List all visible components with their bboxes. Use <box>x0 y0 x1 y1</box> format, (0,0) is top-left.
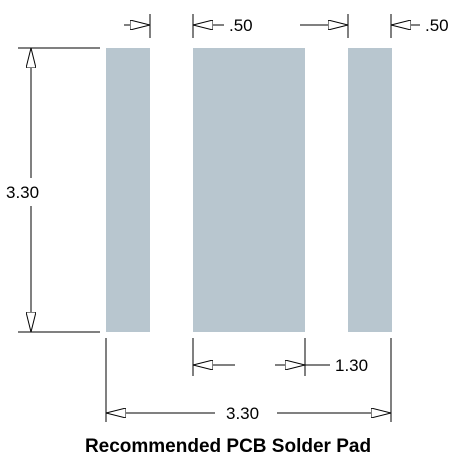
dim-label-center-pad: 1.30 <box>335 356 368 375</box>
dim-label-right-pad: .50 <box>425 16 449 35</box>
left-pad <box>106 48 150 332</box>
dim-label-overall: 3.30 <box>226 404 259 423</box>
dim-label-height: 3.30 <box>6 183 39 202</box>
right-pad <box>348 48 392 332</box>
center-pad <box>193 48 305 332</box>
drawing-caption: Recommended PCB Solder Pad <box>84 436 372 457</box>
dim-label-top-center: .50 <box>229 16 253 35</box>
